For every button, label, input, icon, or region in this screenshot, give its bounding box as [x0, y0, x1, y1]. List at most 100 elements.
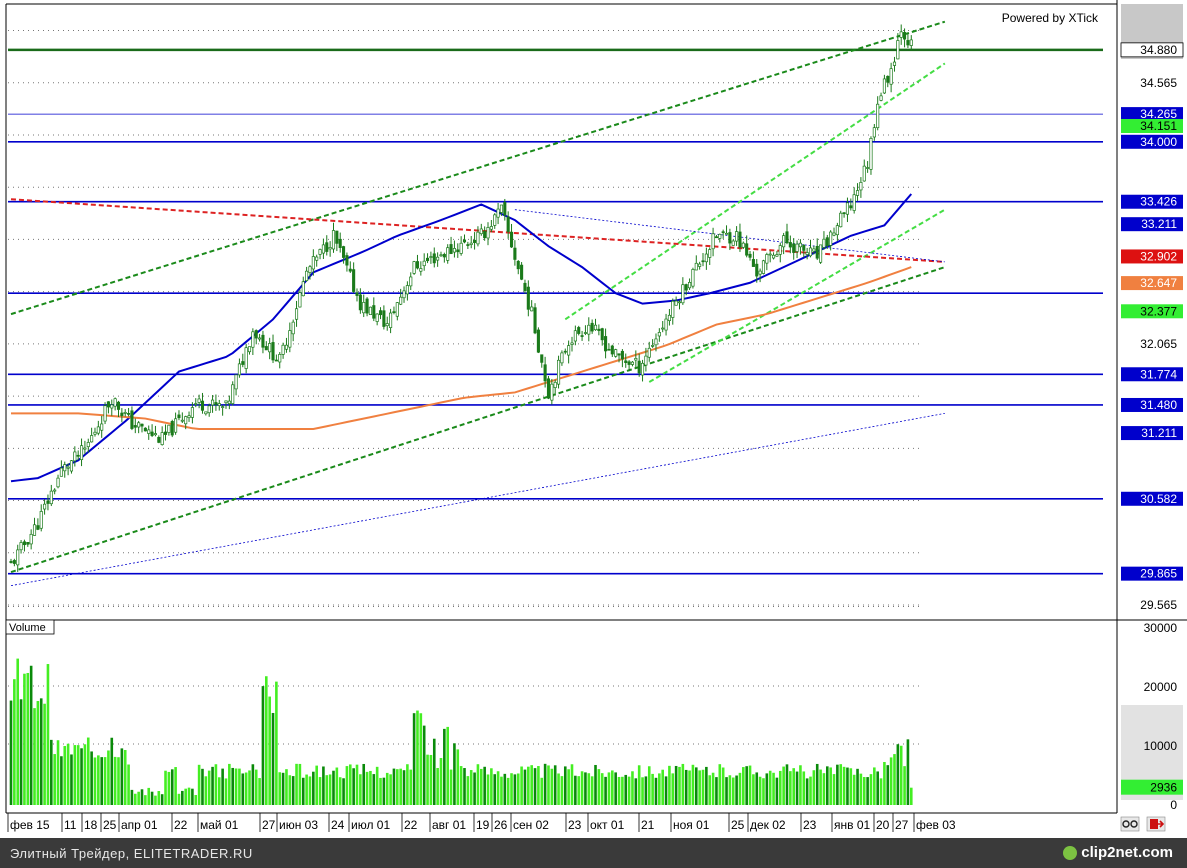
- price-bar-body: [651, 345, 655, 347]
- exit-icon[interactable]: [1146, 816, 1166, 832]
- volume-bar: [735, 775, 738, 805]
- volume-bar: [725, 777, 728, 805]
- time-tick-label: 21: [641, 818, 655, 832]
- price-bar-body: [640, 362, 645, 376]
- volume-bar: [281, 772, 285, 805]
- ma-long-line: [11, 266, 912, 430]
- price-bar-body: [782, 235, 786, 248]
- volume-bar: [409, 769, 413, 805]
- trend-line: [10, 20, 946, 316]
- trend-line: [648, 208, 946, 383]
- price-level-badge: [1120, 42, 1184, 58]
- volume-bar: [856, 768, 859, 805]
- volume-bar: [241, 773, 245, 805]
- volume-bar: [308, 776, 312, 805]
- volume-bar: [762, 778, 765, 805]
- price-bar-body: [832, 232, 836, 236]
- price-bar-body: [120, 412, 124, 416]
- price-bar-body: [79, 445, 84, 461]
- volume-bar: [375, 766, 379, 805]
- volume-bar: [899, 745, 903, 805]
- price-bar-body: [543, 364, 547, 382]
- price-bar-body: [49, 490, 53, 505]
- volume-bar: [379, 777, 382, 805]
- price-bar-body: [382, 310, 386, 327]
- price-bar-body: [671, 300, 675, 318]
- price-bar-body: [546, 378, 551, 399]
- volume-tick-label: 30000: [1144, 621, 1178, 635]
- price-bar-body: [22, 541, 26, 546]
- price-bar-body: [170, 421, 174, 436]
- volume-bar: [23, 673, 26, 805]
- price-bar-body: [415, 261, 420, 269]
- volume-bar: [466, 776, 470, 805]
- price-bar-body: [520, 264, 524, 280]
- volume-bar: [527, 766, 530, 805]
- volume-bar: [355, 764, 359, 805]
- volume-bar: [658, 773, 661, 805]
- volume-bar: [537, 766, 540, 805]
- price-bar-body: [667, 314, 671, 321]
- price-bar-body: [808, 247, 813, 257]
- volume-bar: [805, 778, 809, 805]
- volume-bar: [181, 790, 184, 805]
- price-bar-body: [755, 263, 759, 277]
- price-bar-body: [724, 232, 729, 235]
- volume-bar: [684, 769, 688, 805]
- volume-bar: [160, 794, 164, 805]
- price-bar-body: [526, 286, 530, 310]
- price-bar-body: [69, 460, 74, 472]
- volume-tick-label: 20000: [1144, 680, 1178, 694]
- price-bar-body: [859, 182, 863, 191]
- price-bar-body: [694, 262, 698, 271]
- volume-bar: [443, 728, 446, 805]
- volume-bar: [594, 764, 597, 805]
- volume-bar: [100, 757, 103, 805]
- price-bar-body: [261, 334, 265, 348]
- volume-bar: [265, 676, 268, 805]
- volume-bar: [406, 764, 409, 805]
- price-bar-body: [200, 400, 205, 411]
- price-bar-body: [429, 256, 433, 258]
- volume-bar: [332, 770, 335, 805]
- price-bar-body: [355, 292, 359, 296]
- price-bar-body: [731, 240, 735, 246]
- volume-bar: [493, 774, 497, 805]
- price-level-badge: [1121, 367, 1183, 382]
- price-level-label: 32.902: [1140, 249, 1177, 263]
- price-bar-body: [506, 216, 510, 232]
- volume-bar: [799, 765, 802, 805]
- volume-bar: [473, 772, 476, 805]
- volume-bar: [772, 772, 775, 805]
- volume-bar: [503, 773, 507, 805]
- price-bar-body: [748, 253, 752, 258]
- price-bar-body: [469, 242, 473, 245]
- volume-bar: [600, 773, 604, 805]
- volume-bar: [157, 791, 161, 805]
- price-bar-body: [93, 431, 97, 435]
- volume-bar: [110, 737, 114, 805]
- price-bar-body: [271, 342, 275, 361]
- volume-bar: [39, 698, 43, 805]
- volume-bar: [708, 775, 712, 805]
- volume-bar: [604, 776, 607, 805]
- price-bar-body: [389, 312, 393, 328]
- volume-bar: [399, 768, 402, 805]
- volume-bar: [748, 765, 752, 805]
- price-bar-body: [688, 282, 692, 289]
- volume-bar: [335, 767, 339, 805]
- volume-bar: [775, 777, 779, 805]
- volume-bar: [446, 726, 450, 805]
- volume-bar: [291, 776, 295, 805]
- volume-bar: [822, 773, 826, 805]
- price-bar-body: [224, 400, 228, 404]
- price-bar-body: [103, 405, 107, 422]
- glasses-icon[interactable]: [1120, 816, 1140, 832]
- price-bar-body: [516, 260, 520, 270]
- volume-bar: [731, 777, 735, 805]
- price-bar-body: [802, 245, 806, 251]
- time-tick-label: апр 01: [121, 818, 158, 832]
- volume-tick-label: 0: [1170, 798, 1177, 812]
- volume-bar: [66, 743, 70, 805]
- volume-bar: [204, 776, 208, 805]
